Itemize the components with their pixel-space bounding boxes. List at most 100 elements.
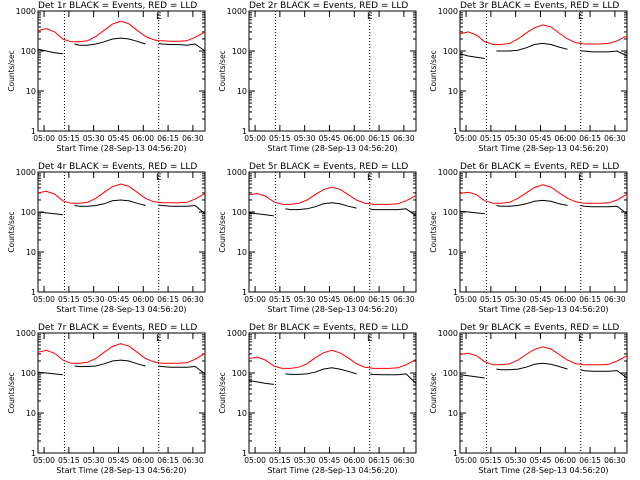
x-tick-label: 06:15 <box>579 456 601 465</box>
x-tick-label: 06:00 <box>343 456 365 465</box>
x-axis-label: Start Time (28-Sep-13 04:56:20) <box>478 466 608 475</box>
panel-title: Det 2r BLACK = Events, RED = LLD <box>249 1 408 11</box>
plot-frame <box>248 171 417 293</box>
x-tick-label: 05:45 <box>108 456 130 465</box>
x-tick-label: 06:15 <box>368 295 390 304</box>
x-tick-label: 05:00 <box>244 456 266 465</box>
y-tick-label: 10 <box>237 409 247 418</box>
y-axis-label: Counts/sec <box>218 50 227 91</box>
x-tick-label: 06:30 <box>393 456 415 465</box>
detector-panel-4: Det 4r BLACK = Events, RED = LLD 1 10 100 10… <box>7 162 206 314</box>
x-tick-label: 05:00 <box>455 295 477 304</box>
x-tick-label: 06:30 <box>182 134 204 143</box>
x-tick-label: 05:15 <box>480 295 502 304</box>
lld-series-line <box>459 346 628 366</box>
y-tick-label: 1 <box>242 127 247 136</box>
y-tick-label: 1 <box>31 288 36 297</box>
lld-series-line <box>459 24 628 45</box>
x-tick-label: 06:30 <box>604 295 626 304</box>
x-tick-label: 05:45 <box>108 134 130 143</box>
y-tick-label: 1000 <box>438 7 458 16</box>
y-tick-label: 1000 <box>227 168 247 177</box>
y-tick-label: 10 <box>237 248 247 257</box>
x-axis-label: Start Time (28-Sep-13 04:56:20) <box>267 144 397 153</box>
plot-frame <box>37 332 206 454</box>
x-axis-label: Start Time (28-Sep-13 04:56:20) <box>478 144 608 153</box>
detector-panel-9: Det 9r BLACK = Events, RED = LLD 1 10 100 10… <box>429 323 628 475</box>
x-tick-label: 05:00 <box>33 134 55 143</box>
detector-panel-1: Det 1r BLACK = Events, RED = LLD 1 10 100 10… <box>7 1 206 153</box>
x-tick-label: 05:30 <box>505 295 527 304</box>
y-tick-label: 100 <box>443 47 458 56</box>
x-tick-label: 06:30 <box>182 456 204 465</box>
x-tick-label: 05:15 <box>58 456 80 465</box>
panel-title: Det 1r BLACK = Events, RED = LLD <box>38 1 197 11</box>
detector-panel-5: Det 5r BLACK = Events, RED = LLD 1 10 100 10… <box>218 162 417 314</box>
y-tick-label: 1000 <box>227 329 247 338</box>
x-tick-label: 05:30 <box>505 134 527 143</box>
events-series-line <box>459 199 628 215</box>
x-tick-label: 05:30 <box>294 295 316 304</box>
plot-frame <box>248 332 417 454</box>
x-tick-label: 06:30 <box>182 295 204 304</box>
y-tick-label: 1000 <box>16 168 36 177</box>
y-tick-label: 100 <box>21 208 36 217</box>
y-tick-label: 10 <box>448 409 458 418</box>
events-series-line <box>37 199 206 216</box>
event-marker: E <box>156 173 162 183</box>
events-series-line <box>37 359 206 376</box>
event-marker: E <box>156 334 162 344</box>
y-tick-label: 1000 <box>438 329 458 338</box>
x-tick-label: 05:45 <box>530 134 552 143</box>
plot-frame <box>459 332 628 454</box>
x-tick-label: 05:45 <box>319 456 341 465</box>
x-tick-label: 05:45 <box>319 134 341 143</box>
lld-series-line <box>459 184 628 204</box>
lld-series-line <box>37 183 206 204</box>
x-tick-label: 06:00 <box>554 295 576 304</box>
x-tick-label: 05:45 <box>530 295 552 304</box>
x-tick-label: 06:30 <box>604 456 626 465</box>
x-tick-label: 06:00 <box>554 456 576 465</box>
x-tick-label: 06:15 <box>368 456 390 465</box>
panel-title: Det 5r BLACK = Events, RED = LLD <box>249 162 408 172</box>
y-tick-label: 1 <box>453 288 458 297</box>
x-tick-label: 05:45 <box>319 295 341 304</box>
x-tick-label: 06:00 <box>554 134 576 143</box>
x-tick-label: 05:15 <box>58 134 80 143</box>
x-tick-label: 06:00 <box>343 134 365 143</box>
lld-series-line <box>248 186 417 205</box>
y-axis-label: Counts/sec <box>218 372 227 413</box>
x-axis-label: Start Time (28-Sep-13 04:56:20) <box>56 144 186 153</box>
y-axis-label: Counts/sec <box>429 372 438 413</box>
y-tick-label: 100 <box>232 369 247 378</box>
y-tick-label: 100 <box>443 369 458 378</box>
x-tick-label: 05:30 <box>294 134 316 143</box>
events-series-line <box>248 202 417 217</box>
event-marker: E <box>367 173 373 183</box>
panel-title: Det 6r BLACK = Events, RED = LLD <box>460 162 619 172</box>
lld-series-line <box>248 349 417 369</box>
detector-panel-6: Det 6r BLACK = Events, RED = LLD 1 10 100 10… <box>429 162 628 314</box>
x-tick-label: 05:15 <box>269 134 291 143</box>
x-axis-label: Start Time (28-Sep-13 04:56:20) <box>56 305 186 314</box>
x-tick-label: 05:00 <box>244 134 266 143</box>
x-tick-label: 05:30 <box>294 456 316 465</box>
panel-title: Det 7r BLACK = Events, RED = LLD <box>38 323 197 333</box>
x-tick-label: 05:45 <box>108 295 130 304</box>
lld-series-line <box>37 343 206 364</box>
panel-title: Det 9r BLACK = Events, RED = LLD <box>460 323 619 333</box>
x-tick-label: 05:00 <box>244 295 266 304</box>
y-tick-label: 100 <box>443 208 458 217</box>
x-tick-label: 05:00 <box>33 456 55 465</box>
events-series-line <box>459 42 628 59</box>
detector-panel-2: Det 2r BLACK = Events, RED = LLD 1 10 100 10… <box>218 1 417 153</box>
y-tick-label: 1 <box>242 288 247 297</box>
y-axis-label: Counts/sec <box>429 50 438 91</box>
x-tick-label: 06:30 <box>393 134 415 143</box>
x-tick-label: 06:00 <box>132 456 154 465</box>
y-tick-label: 1000 <box>438 168 458 177</box>
x-tick-label: 05:30 <box>83 295 105 304</box>
event-marker: E <box>578 334 584 344</box>
